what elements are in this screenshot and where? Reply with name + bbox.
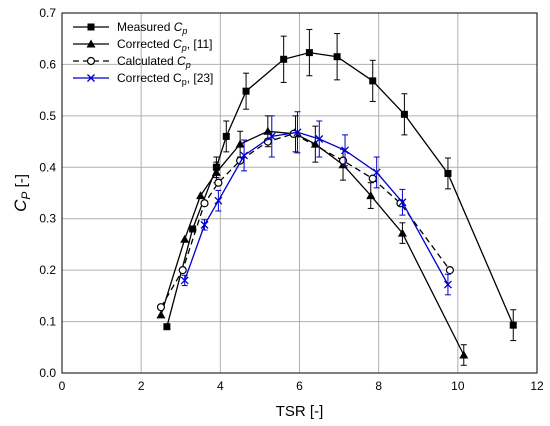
- data-point: [180, 276, 189, 285]
- legend-item: Measured Cp: [73, 20, 187, 36]
- legend-label-part: C: [174, 20, 183, 34]
- legend-label-part: Measured: [117, 20, 174, 34]
- plot-frame: [61, 12, 538, 374]
- legend-swatch-marker: [87, 74, 95, 82]
- y-tick-label: 0.6: [39, 57, 56, 71]
- data-point: [189, 225, 197, 233]
- legend-label: Corrected Cp, [11]: [117, 37, 213, 53]
- data-point: [280, 55, 288, 63]
- data-point: [178, 266, 187, 275]
- data-point: [180, 234, 190, 243]
- y-axis-title-suffix: [-]: [13, 174, 30, 192]
- data-point: [366, 191, 376, 200]
- data-point: [235, 139, 245, 148]
- series-layer: [156, 28, 517, 366]
- y-tick-label: 0.1: [39, 315, 56, 329]
- legend-label-part: p: [182, 77, 187, 87]
- x-tick-labels: 0 2 4 6 8 10 12: [59, 379, 544, 393]
- data-point: [341, 146, 349, 155]
- data-point: [242, 87, 250, 95]
- legend-label: Calculated Cp: [117, 54, 191, 70]
- data-point: [369, 77, 377, 85]
- legend-label-part: Calculated: [117, 54, 177, 68]
- legend-label-part: , [23]: [187, 71, 214, 85]
- data-point: [398, 198, 407, 207]
- data-point: [200, 199, 209, 208]
- data-point: [445, 266, 455, 275]
- x-tick-label: 4: [217, 379, 224, 393]
- data-point: [267, 132, 276, 141]
- legend-label-part: p: [185, 60, 191, 70]
- data-point: [240, 151, 249, 160]
- y-tick-label: 0.2: [39, 263, 56, 277]
- legend-item: Calculated Cp: [73, 54, 191, 70]
- legend-swatch-marker: [86, 39, 96, 48]
- data-point: [444, 169, 452, 177]
- series-2: [156, 115, 469, 366]
- data-point: [222, 132, 230, 140]
- x-tick-label: 12: [530, 379, 544, 393]
- x-tick-label: 10: [451, 379, 465, 393]
- data-point: [333, 53, 341, 61]
- data-point: [211, 167, 221, 176]
- legend-label-part: Corrected: [117, 37, 173, 51]
- data-point: [214, 196, 223, 205]
- legend-item: Corrected Cp, [23]: [73, 71, 213, 87]
- data-point: [400, 110, 408, 118]
- x-axis-title: TSR [-]: [276, 403, 324, 420]
- series-line: [160, 130, 465, 356]
- data-point: [368, 174, 377, 183]
- x-tick-label: 0: [59, 379, 66, 393]
- legend-label-part: p: [181, 43, 187, 53]
- y-axis-title: CP [-]: [11, 174, 33, 212]
- y-axis-title-main: C: [11, 199, 30, 212]
- data-point: [305, 49, 313, 57]
- legend-swatch-marker: [87, 23, 95, 31]
- data-point: [214, 178, 223, 187]
- legend-label: Corrected Cp, [23]: [117, 71, 213, 87]
- legend-label-part: C: [173, 37, 182, 51]
- data-point: [372, 168, 381, 177]
- series-line: [166, 51, 514, 327]
- series-4: [180, 111, 452, 296]
- data-point: [509, 321, 517, 329]
- data-point: [263, 126, 273, 135]
- series-3: [156, 129, 455, 312]
- y-tick-labels: 0.0 0.1 0.2 0.3 0.4 0.5 0.6 0.7: [39, 6, 56, 380]
- y-tick-label: 0.3: [39, 212, 56, 226]
- legend-item: Corrected Cp, [11]: [73, 37, 213, 53]
- y-tick-label: 0.7: [39, 6, 56, 20]
- y-tick-label: 0.5: [39, 109, 56, 123]
- x-tick-label: 8: [375, 379, 382, 393]
- y-axis-title-sub: P: [19, 192, 33, 200]
- series-line: [184, 131, 449, 285]
- legend-label: Measured Cp: [117, 20, 187, 36]
- data-point: [459, 350, 469, 359]
- x-tick-label: 2: [138, 379, 145, 393]
- grid-lines: [62, 13, 537, 373]
- y-tick-label: 0.0: [39, 366, 56, 380]
- legend-label-part: C: [177, 54, 186, 68]
- data-point: [163, 323, 171, 331]
- data-point: [156, 310, 166, 319]
- legend-label-part: p: [181, 26, 187, 36]
- data-point: [315, 135, 324, 143]
- data-point: [443, 280, 452, 289]
- y-tick-label: 0.4: [39, 160, 56, 174]
- data-point: [156, 303, 166, 312]
- data-point: [200, 220, 209, 229]
- legend-swatch-marker: [86, 56, 96, 66]
- legend-label-part: , [11]: [187, 37, 213, 51]
- data-point: [196, 191, 206, 200]
- legend-label-part: Corrected C: [117, 71, 182, 85]
- data-point: [397, 228, 407, 237]
- data-point: [310, 139, 320, 148]
- x-tick-label: 6: [296, 379, 303, 393]
- data-point: [293, 128, 302, 137]
